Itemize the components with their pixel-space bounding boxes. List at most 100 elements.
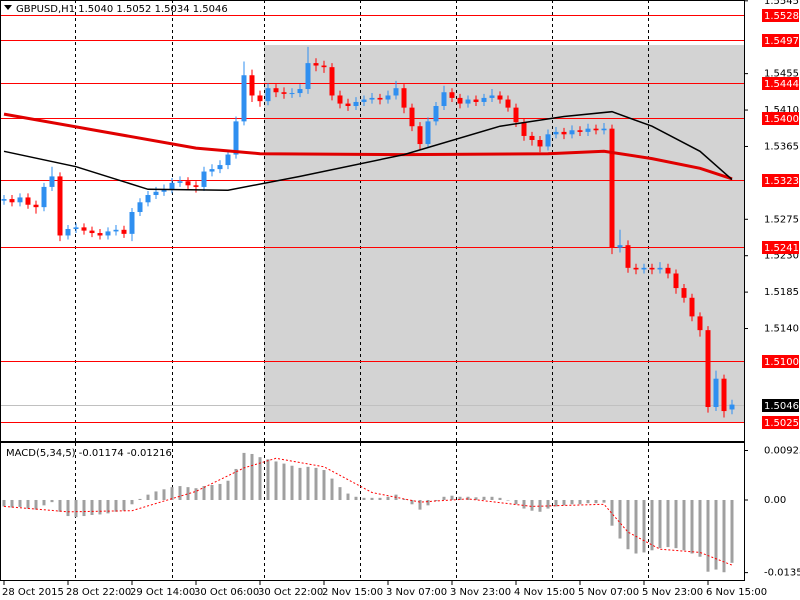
macd-bar <box>386 496 390 500</box>
candle-body <box>193 185 199 187</box>
moving-average-line <box>3 112 733 181</box>
macd-bar <box>114 499 118 512</box>
candle-body <box>129 212 135 234</box>
candle-body <box>449 92 455 98</box>
macd-bar <box>490 496 494 500</box>
macd-bar <box>674 499 678 549</box>
macd-bar <box>82 499 86 517</box>
macd-bar <box>458 496 462 500</box>
macd-bar <box>714 499 718 570</box>
macd-bar <box>50 499 54 503</box>
macd-bar <box>138 498 142 500</box>
candle-body <box>401 88 407 108</box>
macd-bar <box>530 499 534 511</box>
y-tick-label: 1.5230 <box>764 251 799 262</box>
macd-bar <box>146 494 150 500</box>
macd-bar <box>2 499 6 507</box>
candle-body <box>713 378 719 408</box>
macd-bar <box>658 499 662 549</box>
candle-body <box>153 191 159 196</box>
candle-body <box>297 89 303 94</box>
macd-bar <box>626 499 630 550</box>
candle-body <box>673 273 679 289</box>
macd-bar <box>202 486 206 500</box>
level-label: 1.5497 <box>764 36 799 47</box>
macd-bar <box>154 491 158 500</box>
macd-bar <box>274 461 278 500</box>
candle-body <box>593 128 599 131</box>
candle-body <box>585 128 591 132</box>
candle-body <box>185 181 191 186</box>
macd-bar <box>650 499 654 551</box>
macd-bar <box>514 499 518 505</box>
candle-body <box>273 88 279 93</box>
candle-body <box>105 231 111 236</box>
candle-body <box>537 139 543 147</box>
level-label-box <box>762 416 799 429</box>
candle-body <box>305 63 311 90</box>
macd-bar <box>58 499 62 512</box>
macd-bar <box>722 499 726 573</box>
candle-body <box>457 97 463 104</box>
candle-body <box>201 171 207 187</box>
level-label: 1.5528 <box>764 11 799 22</box>
candle-body <box>329 67 335 96</box>
price-frame <box>0 0 745 442</box>
candle-body <box>369 97 375 100</box>
candle-body <box>81 227 87 231</box>
macd-bar <box>242 452 246 500</box>
candle-body <box>617 245 623 248</box>
macd-bar <box>106 499 110 514</box>
candle-body <box>729 404 735 410</box>
x-tick-label: 3 Nov 23:00 <box>450 587 511 598</box>
candle-body <box>49 176 55 187</box>
candle-body <box>241 75 247 122</box>
macd-bar <box>10 499 14 508</box>
macd-bar <box>682 499 686 551</box>
macd-bar <box>314 467 318 500</box>
y-tick-label: 1.5455 <box>764 69 799 80</box>
candle-body <box>73 227 79 229</box>
macd-bar <box>18 499 22 507</box>
macd-bar <box>370 497 374 500</box>
macd-bar <box>474 497 478 500</box>
candle-body <box>169 182 175 190</box>
macd-bar <box>546 499 550 509</box>
candle-body <box>505 99 511 108</box>
macd-bar <box>378 497 382 500</box>
macd-bar <box>322 470 326 500</box>
candle-body <box>521 122 527 136</box>
x-tick-label: 29 Oct 14:00 <box>130 587 195 598</box>
candle-body <box>9 199 15 203</box>
macd-bar <box>218 483 222 500</box>
macd-bar <box>594 499 598 504</box>
macd-bar <box>122 499 126 511</box>
candle-body <box>633 267 639 270</box>
candle-body <box>697 316 703 331</box>
macd-bar <box>418 499 422 510</box>
macd-bar <box>450 495 454 500</box>
macd-bar <box>194 488 198 500</box>
menu-triangle[interactable] <box>4 5 12 10</box>
macd-bar <box>282 463 286 500</box>
y-tick-label: 1.5410 <box>764 105 799 116</box>
x-tick-label: 4 Nov 15:00 <box>514 587 575 598</box>
candle-body <box>433 106 439 122</box>
candle-body <box>529 135 535 140</box>
y-tick-label: 1.5545 <box>764 0 799 7</box>
macd-bar <box>170 487 174 500</box>
macd-bar <box>690 499 694 554</box>
candle-body <box>377 97 383 100</box>
macd-bar <box>706 499 710 572</box>
macd-bar <box>42 499 46 506</box>
macd-bar <box>362 497 366 500</box>
macd-bar <box>338 487 342 500</box>
candle-body <box>553 131 559 135</box>
candle-body <box>497 95 503 100</box>
candle-body <box>345 103 351 107</box>
candle-body <box>121 229 127 234</box>
candle-body <box>233 121 239 155</box>
current-price-label: 1.5046 <box>764 401 799 412</box>
